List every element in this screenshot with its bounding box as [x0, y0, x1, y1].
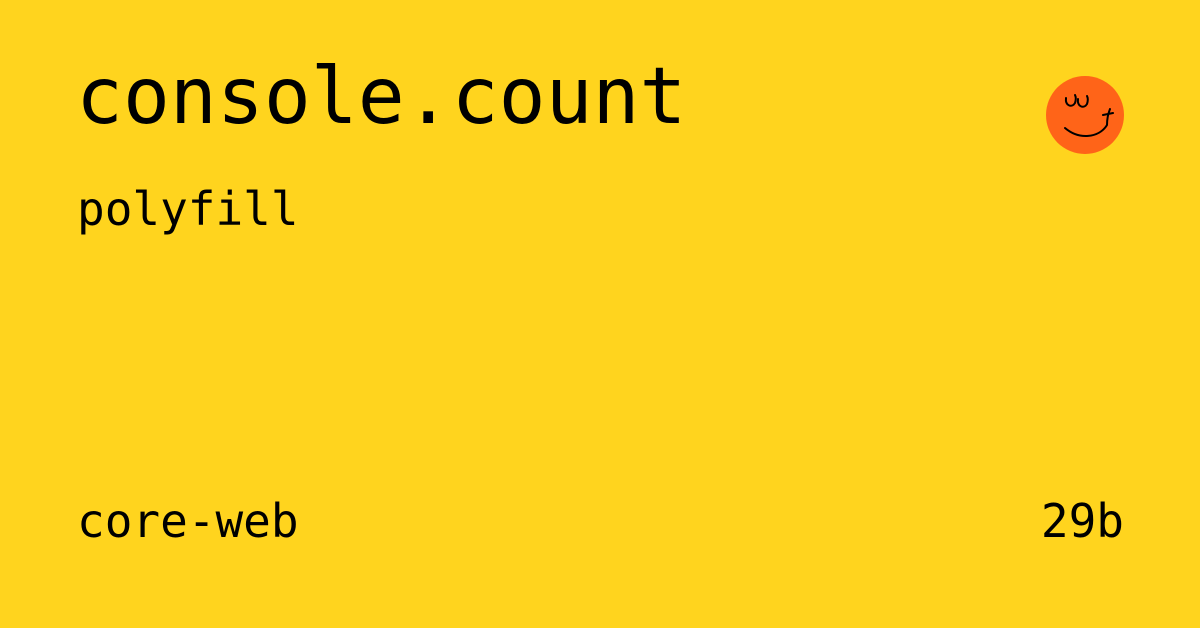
- logo-eye-right: [1076, 95, 1089, 108]
- package-title: console.count: [76, 52, 687, 142]
- smiley-face-icon: [1045, 75, 1125, 155]
- package-type: polyfill: [77, 182, 299, 236]
- logo-smile: [1064, 108, 1114, 137]
- logo-circle: [1046, 76, 1124, 154]
- logo-eye-left: [1064, 94, 1077, 107]
- package-collection: core-web: [77, 494, 299, 548]
- package-size: 29b: [1040, 494, 1124, 548]
